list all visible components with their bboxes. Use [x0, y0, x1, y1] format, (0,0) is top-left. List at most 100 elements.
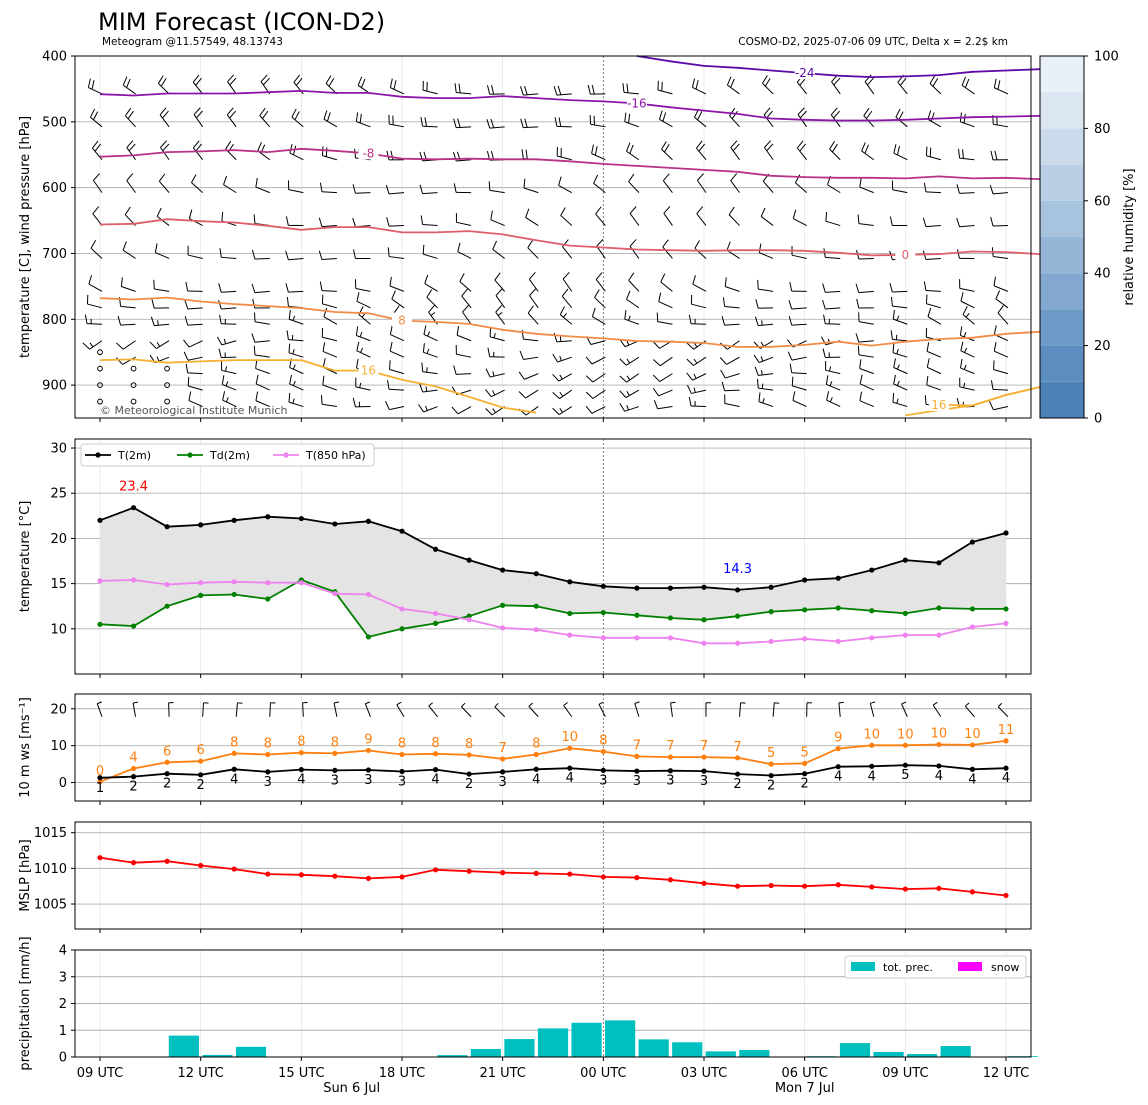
series-td2m-point — [1003, 606, 1009, 612]
value-label: 4 — [532, 772, 540, 787]
wind-barb-feather — [624, 112, 627, 122]
wind-barb-feather — [356, 292, 360, 302]
wind-barb-feather — [125, 107, 132, 117]
wind-barb-feather — [156, 207, 162, 217]
wind-barb-feather — [557, 85, 562, 95]
wind-barb — [356, 350, 371, 358]
y-axis-label: MSLP [hPa] — [18, 839, 33, 911]
wind-barb-feather — [957, 249, 960, 259]
wind-barb-feather — [924, 395, 927, 405]
wind-barb-feather — [457, 118, 461, 128]
wind-barb — [561, 295, 573, 309]
series-t2m-point — [734, 587, 741, 593]
surface-wind-barb-feather — [901, 701, 907, 705]
series-t2m-point — [198, 522, 204, 528]
wind-barb-feather — [626, 142, 631, 152]
wind-barb-feather — [867, 77, 874, 86]
colorbar-band — [1040, 309, 1084, 346]
wind-barb-feather — [787, 351, 793, 361]
wind-barb — [495, 295, 506, 309]
series-gust-point — [365, 747, 372, 754]
wind-barb-feather — [829, 381, 833, 387]
wind-barb-feather — [591, 144, 594, 154]
wind-barb-feather — [962, 149, 965, 159]
wind-barb-feather — [929, 75, 936, 84]
wind-barb-feather — [525, 208, 530, 218]
wind-barb — [827, 184, 841, 194]
series-mslp-point — [500, 870, 506, 876]
series-gust-point — [936, 741, 942, 748]
wind-barb — [562, 278, 573, 292]
calm-wind-marker — [164, 398, 171, 405]
series-t2m-point — [332, 521, 338, 527]
wind-barb — [527, 312, 539, 325]
wind-barb-feather — [229, 110, 237, 119]
plot-area — [75, 56, 1031, 418]
wind-barb-feather — [94, 143, 102, 152]
colorbar-band — [1040, 164, 1084, 201]
wind-barb — [288, 401, 304, 408]
y-axis-label: temperature [C], wind pressure [hPa] — [18, 116, 33, 358]
wind-barb — [255, 383, 270, 391]
wind-barb — [88, 283, 103, 292]
wind-barb-feather — [729, 107, 736, 116]
series-mslp-point — [936, 885, 942, 891]
y-tick-label: 4 — [59, 944, 67, 959]
wind-barb — [388, 388, 405, 391]
series-ws — [99, 764, 1007, 779]
wind-barb — [289, 367, 304, 375]
series-t2m-point — [667, 585, 674, 591]
wind-barb-feather — [160, 140, 168, 148]
series-mslp-point — [164, 858, 170, 864]
wind-barb — [993, 255, 1009, 259]
surface-wind-barb-feather — [870, 701, 876, 704]
series-ws-point — [567, 765, 573, 771]
wind-barb — [892, 352, 908, 358]
wind-barb-feather — [352, 184, 356, 194]
wind-barb — [726, 249, 740, 259]
wind-barb-feather — [585, 356, 593, 365]
wind-barb-feather — [285, 216, 289, 226]
wind-barb-feather — [486, 119, 491, 129]
surface-wind-barb-feather — [528, 702, 533, 707]
wind-barb — [825, 290, 841, 293]
wind-barb — [489, 373, 505, 378]
series-mslp — [99, 856, 1007, 897]
wind-barb-feather — [923, 281, 927, 291]
y-tick-label: 800 — [42, 313, 67, 328]
wind-barb — [792, 400, 807, 408]
wind-barb-feather — [289, 374, 292, 385]
value-label: 0 — [96, 764, 104, 779]
wind-barb — [858, 290, 874, 294]
wind-barb-feather — [993, 276, 996, 286]
wind-barb — [623, 91, 639, 95]
wind-barb-feather — [587, 85, 591, 95]
wind-barb — [489, 189, 505, 194]
series-t2m-point — [600, 583, 606, 589]
colorbar-band — [1040, 128, 1084, 165]
wind-barb-feather — [629, 206, 637, 214]
wind-barb-feather — [360, 78, 366, 88]
model-run-subtitle: COSMO-D2, 2025-07-06 09 UTC, Delta x = 2… — [738, 36, 1008, 48]
series-t2m-point — [298, 515, 304, 522]
wind-barb — [525, 216, 539, 226]
wind-barb-feather — [229, 77, 237, 86]
wind-barb — [422, 89, 438, 95]
wind-barb-feather — [559, 391, 564, 397]
y-tick-label: 0 — [59, 776, 67, 791]
surface-wind-barb — [838, 702, 841, 717]
series-t850-point — [567, 632, 573, 638]
wind-barb-feather — [697, 111, 703, 121]
surface-wind-barb-feather — [964, 702, 970, 707]
calm-wind-marker — [130, 398, 137, 405]
wind-barb-feather — [721, 316, 726, 326]
value-label: 5 — [767, 746, 775, 761]
value-label: 7 — [666, 739, 674, 754]
wind-barb — [92, 213, 103, 226]
value-label: 7 — [633, 738, 641, 753]
wind-barb-feather — [528, 272, 536, 280]
wind-barb — [122, 340, 136, 350]
wind-barb — [422, 192, 438, 195]
wind-barb — [89, 340, 103, 350]
wind-barb-feather — [422, 343, 425, 353]
